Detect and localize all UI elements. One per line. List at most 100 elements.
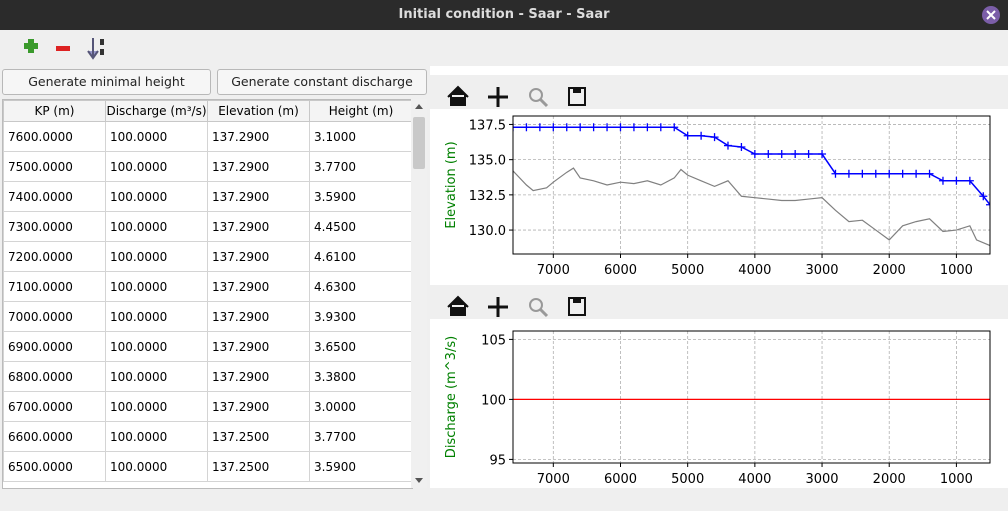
marker	[697, 131, 706, 140]
zoom-tool[interactable]	[529, 88, 549, 108]
table-cell: 6700.0000	[3, 391, 106, 422]
pan-tool[interactable]	[488, 297, 508, 317]
axes-frame	[512, 115, 991, 255]
marker	[925, 169, 934, 178]
marker	[522, 123, 531, 132]
button[interactable]: Generate minimal height	[2, 69, 211, 95]
table-cell: 137.2900	[207, 121, 310, 152]
marker	[576, 123, 585, 132]
y-tick-label: 105	[481, 333, 506, 348]
plot-toolbar	[430, 285, 1008, 319]
table-cell: 100.0000	[105, 151, 208, 182]
table-row: 6900.0000 100.0000 137.2900 3.6500	[3, 331, 412, 362]
sort[interactable]	[87, 38, 104, 60]
marker	[549, 123, 558, 132]
table-cell: 4.4500	[309, 211, 412, 242]
table-cell: 7600.0000	[3, 121, 106, 152]
remove-row[interactable]	[56, 46, 70, 51]
table-cell: 3.3800	[309, 361, 412, 392]
table-cell: 137.2900	[207, 181, 310, 212]
table-cell: 137.2900	[207, 391, 310, 422]
x-tick-label: 7000	[537, 263, 570, 278]
table-cell: 137.2900	[207, 301, 310, 332]
table-cell: 100.0000	[105, 391, 208, 422]
column-header: KP (m)	[3, 100, 106, 122]
table-cell: 137.2500	[207, 451, 310, 482]
marker	[513, 123, 517, 132]
table-row: 7600.0000 100.0000 137.2900 3.1000	[3, 121, 412, 152]
marker	[885, 169, 894, 178]
table-cell: 100.0000	[105, 301, 208, 332]
y-tick-label: 135.0	[469, 154, 506, 169]
x-tick-label: 6000	[604, 263, 637, 278]
table-row: 7500.0000 100.0000 137.2900 3.7700	[3, 151, 412, 182]
icon	[538, 97, 549, 108]
home-tool[interactable]	[447, 85, 469, 106]
marker	[656, 123, 665, 132]
marker	[858, 169, 867, 178]
home-tool[interactable]	[447, 295, 469, 316]
marker	[952, 176, 961, 185]
marker	[979, 192, 988, 201]
table-cell: 3.5900	[309, 451, 412, 482]
x-tick-label: 2000	[873, 472, 906, 487]
marker	[898, 169, 907, 178]
save-tool[interactable]	[568, 87, 586, 106]
marker	[683, 131, 692, 140]
button[interactable]: Generate constant discharge	[217, 69, 427, 95]
y-tick-label: 137.5	[469, 118, 506, 133]
table-cell: 6600.0000	[3, 421, 106, 452]
data-table: KP (m) Discharge (m³/s) Elevation (m) Heigh…	[2, 99, 413, 489]
table-cell: 3.9300	[309, 301, 412, 332]
marker	[871, 169, 880, 178]
scrollbar[interactable]	[411, 99, 427, 488]
table-row: 7300.0000 100.0000 137.2900 4.4500	[3, 211, 412, 242]
icon	[529, 88, 543, 102]
marker	[986, 200, 990, 209]
table-cell: 137.2900	[207, 211, 310, 242]
y-tick-label: 100	[481, 393, 506, 408]
x-tick-label: 2000	[873, 263, 906, 278]
close-button[interactable]	[980, 4, 1002, 26]
table-cell: 137.2900	[207, 241, 310, 272]
table-cell: 100.0000	[105, 331, 208, 362]
table-row: 6600.0000 100.0000 137.2500 3.7700	[3, 421, 412, 452]
table-cell: 100.0000	[105, 451, 208, 482]
zoom-tool[interactable]	[529, 298, 549, 318]
table-cell: 137.2900	[207, 151, 310, 182]
status-bar	[0, 490, 1008, 511]
marker	[603, 123, 612, 132]
icon	[573, 88, 581, 93]
marker	[764, 150, 773, 159]
table-cell: 3.0000	[309, 391, 412, 422]
x-tick-label: 4000	[738, 472, 771, 487]
column-header: Elevation (m)	[207, 100, 310, 122]
marker	[562, 123, 571, 132]
table-cell: 137.2500	[207, 421, 310, 452]
x-tick-label: 5000	[671, 472, 704, 487]
icon	[488, 87, 508, 107]
table-cell: 4.6100	[309, 241, 412, 272]
icon	[447, 295, 469, 316]
table-cell: 7400.0000	[3, 181, 106, 212]
table-cell: 7300.0000	[3, 211, 106, 242]
icon	[488, 297, 508, 317]
table-row: 6800.0000 100.0000 137.2900 3.3800	[3, 361, 412, 392]
x-tick-label: 3000	[805, 263, 838, 278]
table-row: 6700.0000 100.0000 137.2900 3.0000	[3, 391, 412, 422]
window-title: Initial condition - Saar - Saar	[398, 7, 610, 22]
table-cell: 6500.0000	[3, 451, 106, 482]
add-row[interactable]	[24, 39, 38, 53]
pan-tool[interactable]	[488, 87, 508, 107]
icon	[538, 307, 549, 318]
table-cell: 3.7700	[309, 421, 412, 452]
table-row: 7100.0000 100.0000 137.2900 4.6300	[3, 271, 412, 302]
table-cell: 137.2900	[207, 361, 310, 392]
marker	[670, 123, 679, 132]
save-tool[interactable]	[568, 297, 586, 316]
table-cell: 6900.0000	[3, 331, 106, 362]
marker	[750, 150, 759, 159]
y-tick-label: 130.0	[469, 224, 506, 239]
marker	[710, 133, 719, 142]
